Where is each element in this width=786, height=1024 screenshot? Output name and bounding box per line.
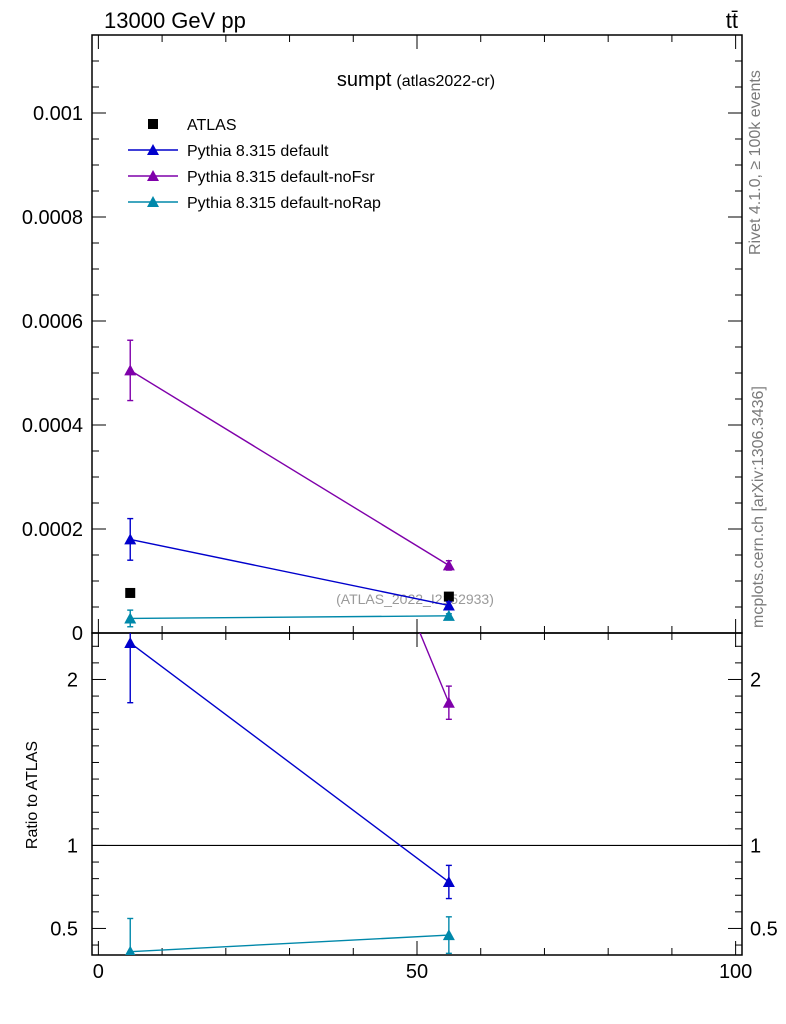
main-series-2-point bbox=[442, 559, 455, 571]
ratio-series-1-point bbox=[442, 696, 455, 708]
ratio-panel: 0.5 0.5 1 1 2 2 0 50 100 bbox=[50, 632, 778, 983]
y-tick-label: 0 bbox=[72, 623, 83, 645]
legend-label: Pythia 8.315 default-noRap bbox=[187, 195, 381, 212]
main-series-2-line bbox=[129, 369, 450, 566]
legend-item: Pythia 8.315 default-noRap bbox=[128, 195, 381, 212]
ratio-series-2-point bbox=[125, 945, 136, 955]
main-series-1-point bbox=[442, 599, 455, 611]
legend-item: Pythia 8.315 default bbox=[128, 143, 329, 160]
main-series-3-line bbox=[130, 615, 449, 620]
plot-title-suffix: (atlas2022-cr) bbox=[396, 73, 495, 90]
y-tick-label: 0.0002 bbox=[22, 519, 83, 541]
ratio-series-1-series bbox=[419, 633, 455, 721]
legend-label: Pythia 8.315 default bbox=[187, 143, 329, 160]
main-series-1-line bbox=[130, 538, 450, 607]
ratio-y-tick-label-right: 2 bbox=[750, 669, 761, 691]
main-series-1-series bbox=[124, 517, 455, 611]
ratio-y-tick-label-right: 0.5 bbox=[750, 918, 778, 940]
x-tick-label: 0 bbox=[93, 961, 104, 983]
legend-marker bbox=[147, 170, 159, 181]
ratio-series-0-series bbox=[124, 633, 455, 900]
legend-label: Pythia 8.315 default-noFsr bbox=[187, 169, 375, 186]
main-panel: (ATLAS_2022_I2152933)00.00020.00040.0006… bbox=[22, 34, 743, 645]
ratio-plot-frame bbox=[91, 632, 743, 956]
main-series-2-series bbox=[124, 339, 455, 571]
main-series-2-point bbox=[124, 364, 137, 376]
main-series-3-series bbox=[124, 609, 455, 628]
legend-marker bbox=[147, 196, 159, 207]
mcplots-label: mcplots.cern.ch [arXiv:1306.3436] bbox=[750, 386, 767, 628]
ratio-y-tick-label: 2 bbox=[67, 669, 78, 691]
plot-title: sumpt (atlas2022-cr) bbox=[337, 69, 495, 91]
ratio-series-0-point bbox=[442, 875, 455, 887]
ratio-y-tick-label: 1 bbox=[67, 835, 78, 857]
energy-label: 13000 GeV pp bbox=[104, 8, 246, 33]
main-series-3-point bbox=[442, 609, 455, 621]
y-tick-label: 0.0004 bbox=[22, 415, 83, 437]
main-series-0-series bbox=[125, 587, 454, 602]
main-series-1-point bbox=[124, 533, 137, 545]
ratio-y-tick-label-right: 1 bbox=[750, 835, 761, 857]
legend-marker bbox=[148, 119, 158, 129]
legend-item: Pythia 8.315 default-noFsr bbox=[128, 169, 375, 186]
ratio-series-0-point bbox=[124, 636, 137, 648]
plot-title-main: sumpt bbox=[337, 69, 392, 91]
ratio-series-2-line bbox=[130, 934, 449, 953]
legend-item: ATLAS bbox=[148, 117, 237, 134]
ratio-series-0-line bbox=[129, 642, 450, 883]
ratio-series-2-point bbox=[442, 929, 455, 941]
y-tick-label: 0.001 bbox=[33, 103, 83, 125]
legend-label: ATLAS bbox=[187, 117, 237, 134]
legend: ATLAS Pythia 8.315 default Pythia 8.315 de… bbox=[128, 117, 381, 212]
main-series-3-point bbox=[124, 612, 137, 624]
y-tick-label: 0.0006 bbox=[22, 311, 83, 333]
main-series-0-point bbox=[125, 587, 136, 598]
y-tick-label: 0.0008 bbox=[22, 207, 83, 229]
x-tick-label: 50 bbox=[406, 961, 428, 983]
rivet-label: Rivet 4.1.0, ≥ 100k events bbox=[747, 70, 764, 255]
main-series-0-point bbox=[443, 591, 454, 602]
ratio-y-axis-label: Ratio to ATLAS bbox=[24, 741, 41, 849]
process-label: tt̄ bbox=[726, 8, 738, 33]
legend-marker bbox=[147, 144, 159, 155]
ratio-series-2-series bbox=[125, 916, 455, 955]
x-tick-label: 100 bbox=[719, 961, 752, 983]
ratio-y-tick-label: 0.5 bbox=[50, 918, 78, 940]
